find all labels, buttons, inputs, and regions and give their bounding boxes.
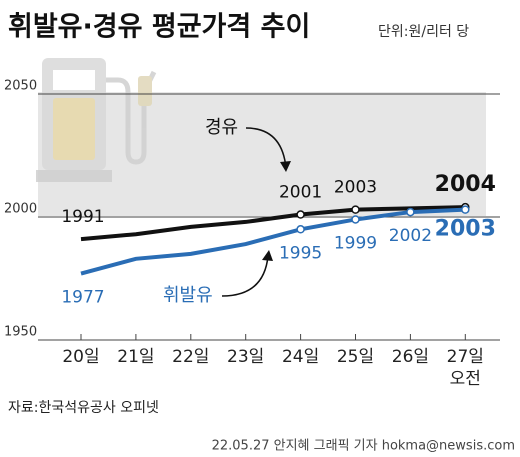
value-label: 2003 [334,178,377,198]
annotation-arrowhead [280,161,291,172]
series-line [80,205,466,242]
value-label: 2001 [279,183,322,203]
annotation-arrow [245,127,287,169]
x-tick-label: 22일 [172,347,210,367]
point [406,207,415,217]
shaded-band [38,92,486,216]
chart-title: 휘발유·경유 평균가격 추이 [8,12,310,43]
annotation-arrowhead [262,250,273,261]
x-tick-label: 23일 [227,347,265,367]
y-tick-label: 2000 [4,202,37,217]
x-tick-label: 26일 [391,347,430,367]
y-tick-label: 2050 [4,79,37,94]
annotation-arrow [221,255,269,297]
point [296,210,305,219]
x-tick-label: 27일 오전 [446,347,484,389]
pump-icon [36,58,157,182]
x-tick-label: 25일 [336,347,375,367]
y-tick-label: 1950 [4,325,37,340]
series-line [80,207,466,276]
annotation-diesel: 경유 [205,117,238,138]
x-tick-label: 24일 [281,347,320,367]
credit: 22.05.27 안지혜 그래픽 기자 hokma@newsis.com [212,439,515,454]
point [296,225,305,234]
x-tick-label: 21일 [117,347,155,367]
point [461,205,470,214]
point [351,205,360,214]
x-tick-label: 20일 [62,347,100,367]
value-label: 2004 [435,172,496,197]
value-label: 2003 [435,217,496,242]
point [351,215,360,224]
unit-note: 단위:원/리터 당 [378,24,469,40]
value-label: 1995 [279,243,322,263]
value-label: 1999 [334,233,377,253]
value-label: 2002 [389,226,432,246]
annotation-gasoline: 휘발유 [163,285,213,306]
value-label: 1991 [61,207,104,227]
source: 자료:한국석유공사 오피넷 [8,400,159,416]
value-label: 1977 [61,288,104,308]
